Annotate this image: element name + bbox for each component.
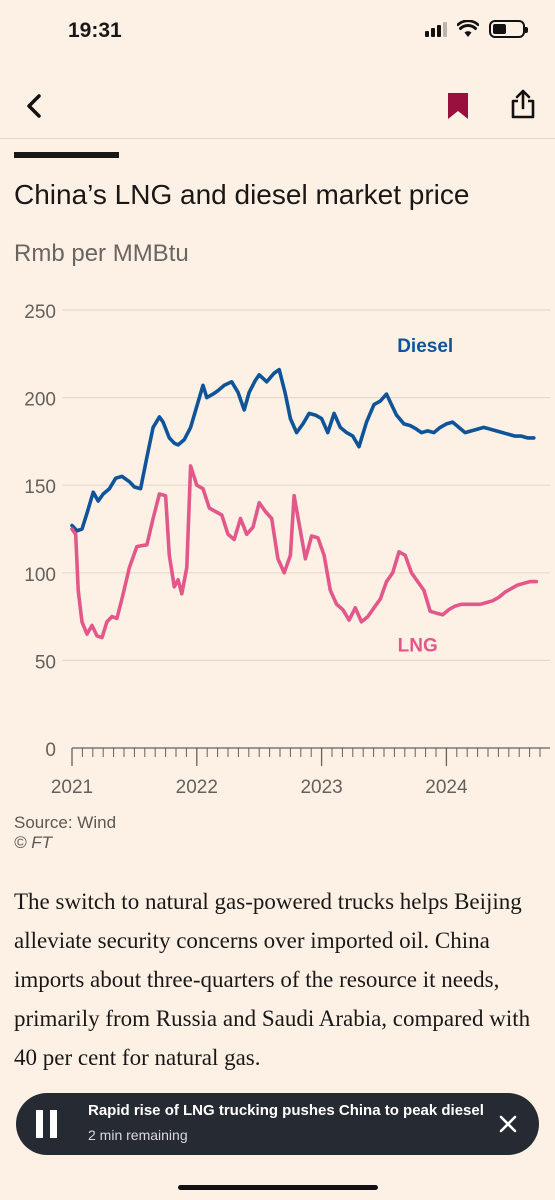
x-tick-label: 2021 bbox=[51, 777, 93, 798]
close-player-button[interactable] bbox=[494, 1110, 522, 1138]
y-tick-label: 100 bbox=[24, 565, 56, 586]
y-tick-label: 50 bbox=[35, 652, 56, 673]
wifi-icon bbox=[457, 20, 479, 37]
pause-button[interactable] bbox=[36, 1110, 58, 1138]
x-tick-label: 2022 bbox=[176, 777, 218, 798]
chevron-left-icon bbox=[27, 94, 41, 118]
status-icons bbox=[425, 20, 528, 38]
chart-subtitle: Rmb per MMBtu bbox=[14, 240, 189, 267]
chart-source: Source: Wind bbox=[14, 813, 117, 832]
chart-copyright: © FT bbox=[14, 833, 53, 852]
share-icon bbox=[511, 89, 535, 119]
series-line-lng bbox=[70, 464, 539, 640]
pause-icon-bar bbox=[50, 1110, 57, 1138]
bookmark-button[interactable] bbox=[446, 92, 470, 120]
back-button[interactable] bbox=[18, 90, 50, 122]
article-paragraph: The switch to natural gas-powered trucks… bbox=[14, 889, 531, 1070]
close-icon bbox=[499, 1115, 517, 1133]
status-time: 19:31 bbox=[68, 19, 122, 42]
cellular-signal-icon bbox=[425, 21, 447, 37]
series-line-diesel bbox=[70, 367, 536, 533]
price-line-chart: 0 50 100 150 200 250 2021 2022 2023 2024 Diesel LNG bbox=[24, 302, 550, 798]
player-title[interactable]: Rapid rise of LNG trucking pushes China … bbox=[88, 1102, 484, 1119]
y-tick-label: 250 bbox=[24, 302, 56, 323]
article-nav-bar bbox=[0, 72, 555, 139]
y-tick-label: 0 bbox=[45, 740, 56, 761]
chart-topline-rule bbox=[14, 152, 119, 158]
battery-icon bbox=[489, 20, 528, 38]
share-button[interactable] bbox=[508, 88, 538, 120]
home-indicator bbox=[178, 1185, 378, 1190]
x-tick-label: 2024 bbox=[425, 777, 468, 798]
pause-icon bbox=[36, 1110, 43, 1138]
bookmark-icon bbox=[448, 93, 468, 119]
x-tick-label: 2023 bbox=[300, 777, 342, 798]
y-tick-label: 200 bbox=[24, 390, 56, 411]
y-tick-label: 150 bbox=[24, 477, 56, 498]
series-label-diesel: Diesel bbox=[397, 336, 453, 357]
chart-title: China’s LNG and diesel market price bbox=[14, 179, 470, 210]
player-remaining: 2 min remaining bbox=[88, 1127, 188, 1143]
series-label-lng: LNG bbox=[398, 636, 438, 657]
audio-player-bar[interactable]: Rapid rise of LNG trucking pushes China … bbox=[16, 1093, 539, 1155]
